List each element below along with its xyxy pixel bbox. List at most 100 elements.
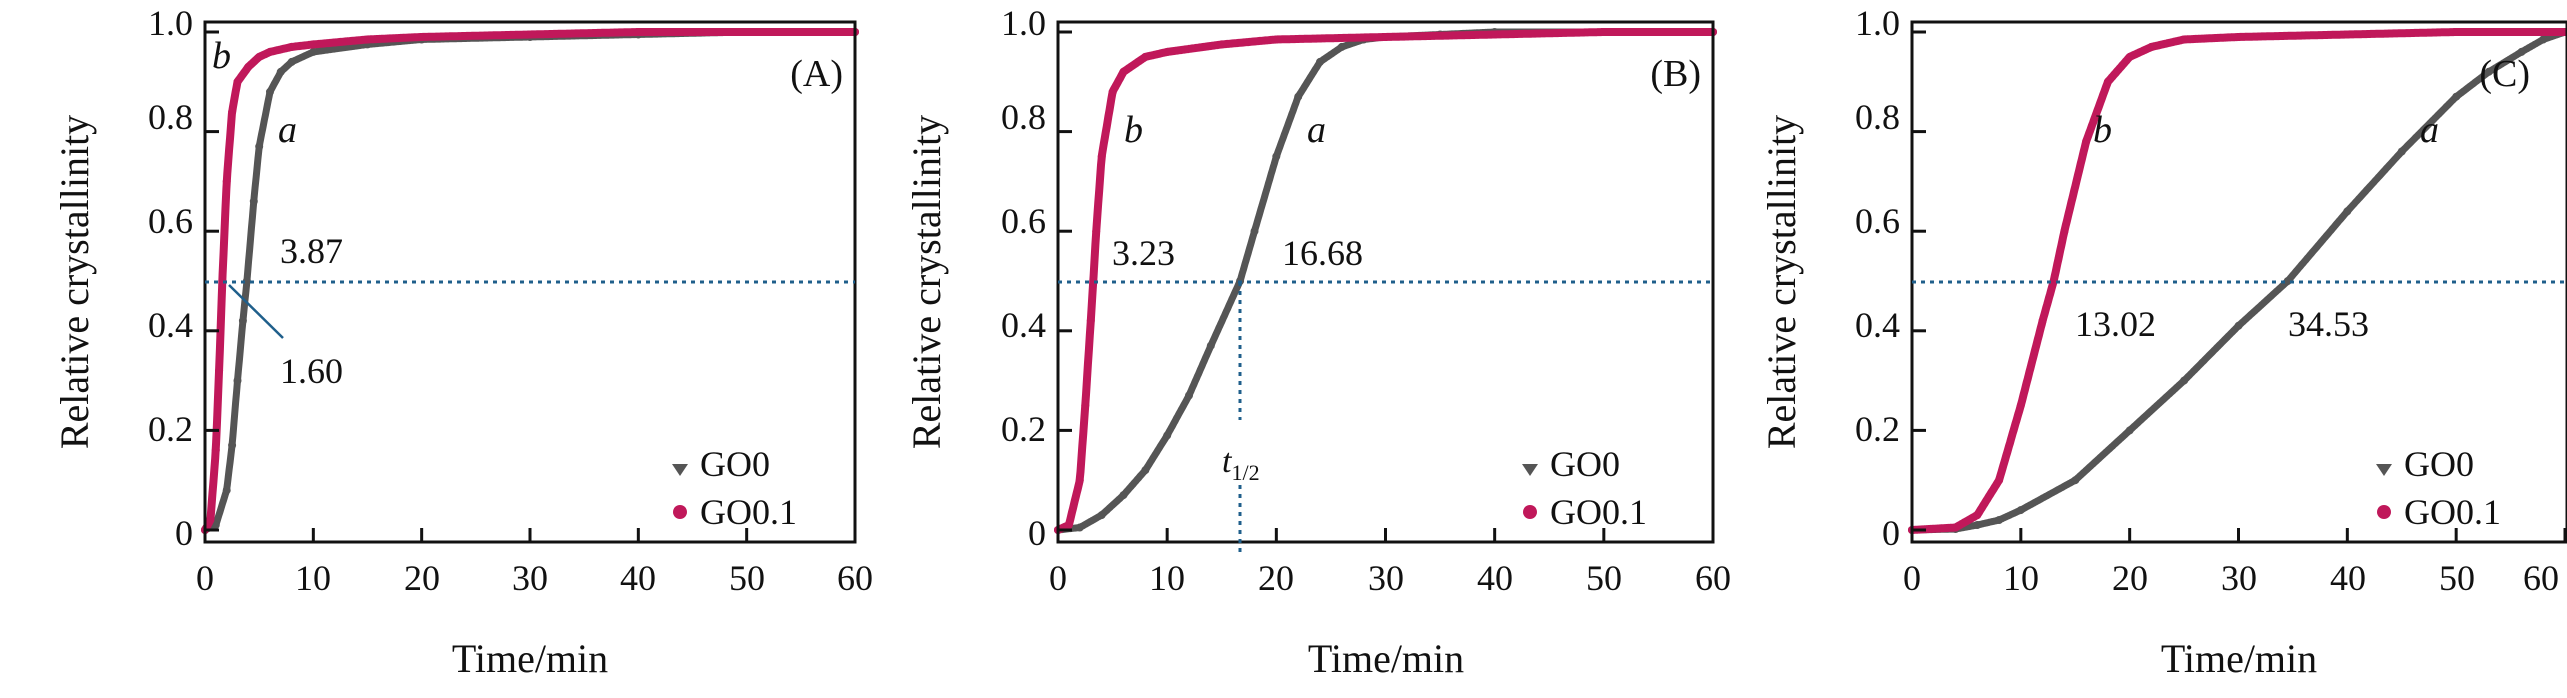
data-point-go01: [215, 366, 224, 375]
data-point-go01: [1119, 67, 1128, 76]
panel-b: 0 0.2 0.4 0.6 0.8 1.0 0 10 20 30 40 50 6…: [904, 3, 1731, 681]
panel-a-ytick-label: 0: [175, 513, 193, 553]
data-point-go0: [1250, 227, 1259, 236]
data-point-go01: [266, 47, 274, 56]
data-point-go0: [2343, 207, 2352, 216]
panel-a-xtick-label: 30: [512, 558, 548, 598]
data-point-go0: [2484, 67, 2493, 76]
data-point-go01: [2082, 137, 2091, 146]
data-point-go0: [1206, 341, 1215, 350]
data-point-go0: [211, 521, 220, 529]
panel-c-y-axis-label: Relative crystallinity: [1759, 115, 1804, 449]
data-point-go0: [1141, 466, 1150, 475]
panel-a-ytick-label: 0.2: [148, 409, 193, 449]
data-point-go01: [1995, 476, 2004, 485]
panel-b-curve-label-b: b: [1124, 109, 1143, 151]
data-point-go01: [211, 446, 220, 455]
panel-b-y-axis-label: Relative crystallinity: [904, 115, 949, 449]
data-point-go0: [1337, 42, 1346, 51]
panel-b-legend: GO0 GO0.1: [1522, 444, 1647, 532]
data-point-go0: [2283, 277, 2292, 285]
data-point-go01: [742, 28, 751, 36]
data-point-go0: [2539, 35, 2548, 44]
panel-c-x-axis-label: Time/min: [2161, 636, 2317, 681]
data-point-go0: [255, 142, 264, 151]
data-point-go0: [1272, 152, 1281, 161]
panel-b-half-time-marker-label: t1/2: [1222, 443, 1260, 485]
panel-a-half-time-annotation: 1.60: [280, 351, 343, 391]
data-point-go01: [206, 516, 215, 524]
data-point-go01: [222, 177, 231, 186]
data-point-go0: [1294, 92, 1303, 101]
panel-a-ytick-label: 0.6: [148, 201, 193, 241]
data-point-go0: [2234, 321, 2243, 330]
legend-marker-go0: [672, 464, 688, 476]
data-point-go01: [1272, 35, 1281, 44]
panel-b-ytick-label: 0: [1028, 513, 1046, 553]
panel-c-xtick-label: 50: [2439, 558, 2475, 598]
panel-c-legend-go0: GO0: [2404, 444, 2474, 484]
panel-c-ytick-label: 0.6: [1855, 201, 1900, 241]
data-point-go01: [2016, 401, 2025, 410]
panel-b-xtick-label: 30: [1368, 558, 1404, 598]
data-point-go01: [2180, 35, 2189, 44]
panel-a-legend-go01: GO0.1: [700, 492, 797, 532]
panel-a-ytick-label: 0.4: [148, 305, 193, 345]
data-point-go01: [1951, 523, 1960, 532]
panel-b-ytick-label: 0.6: [1001, 201, 1046, 241]
panel-c-xtick-label: 30: [2221, 558, 2257, 598]
panel-b-xtick-label: 10: [1149, 558, 1185, 598]
panel-b-xtick-label: 60: [1695, 558, 1731, 598]
data-point-go01: [1081, 401, 1090, 410]
data-point-go01: [2049, 277, 2058, 285]
data-point-go01: [1163, 47, 1172, 56]
panel-c-xtick-label: 10: [2003, 558, 2039, 598]
data-point-go0: [266, 87, 274, 96]
panel-b-xtick-label: 0: [1049, 558, 1067, 598]
data-point-go01: [1097, 152, 1106, 161]
data-point-go01: [1086, 316, 1095, 325]
data-point-go0: [1995, 516, 2004, 524]
panel-b-ytick-label: 0.2: [1001, 409, 1046, 449]
data-point-go01: [526, 30, 534, 39]
data-point-go0: [222, 486, 231, 495]
data-point-go01: [2060, 227, 2069, 236]
data-point-go01: [634, 28, 643, 36]
data-point-go0: [1973, 521, 1982, 529]
panel-b-x-axis-label: Time/min: [1308, 636, 1464, 681]
data-point-go01: [2147, 42, 2156, 51]
panel-a-legend-go0: GO0: [700, 444, 770, 484]
data-point-go01: [244, 62, 253, 71]
data-point-go0: [2397, 147, 2406, 156]
panel-c: 0 0.2 0.4 0.6 0.8 1.0 0 10 20 30 40 50 6…: [1759, 3, 2567, 681]
panel-c-ticks: [1910, 30, 2567, 542]
data-point-go01: [309, 40, 318, 49]
data-point-go0: [1075, 523, 1084, 532]
data-point-go0: [287, 57, 296, 66]
data-point-go01: [1381, 33, 1390, 41]
panel-b-legend-go01: GO0.1: [1550, 492, 1647, 532]
legend-marker-go01: [2377, 505, 2391, 519]
panel-a-ytick-label: 0.8: [148, 97, 193, 137]
data-point-go0: [1097, 511, 1106, 520]
panel-b-t-symbol: t: [1222, 443, 1233, 480]
panel-b-xtick-label: 20: [1258, 558, 1294, 598]
data-point-go01: [2125, 52, 2134, 61]
panel-a-ytick-label: 1.0: [148, 3, 193, 43]
panel-b-legend-go0: GO0: [1550, 444, 1620, 484]
data-point-go01: [1141, 52, 1150, 61]
panel-a-xtick-label: 20: [404, 558, 440, 598]
data-point-go01: [1599, 28, 1608, 36]
legend-marker-go01: [1523, 505, 1537, 519]
data-point-go0: [2452, 92, 2461, 101]
panel-a: 0 0.2 0.4 0.6 0.8 1.0 0 10 20 30 40 50 6…: [52, 3, 873, 681]
data-point-go0: [2125, 426, 2134, 435]
data-point-go01: [255, 52, 264, 61]
panel-c-curve-label-a: a: [2420, 109, 2439, 151]
panel-c-ytick-label: 0.2: [1855, 409, 1900, 449]
data-point-go0: [2180, 376, 2189, 385]
data-point-go01: [228, 107, 237, 116]
data-point-go0: [238, 316, 247, 325]
data-point-go0: [1119, 491, 1128, 500]
panel-b-ytick-label: 0.4: [1001, 305, 1046, 345]
